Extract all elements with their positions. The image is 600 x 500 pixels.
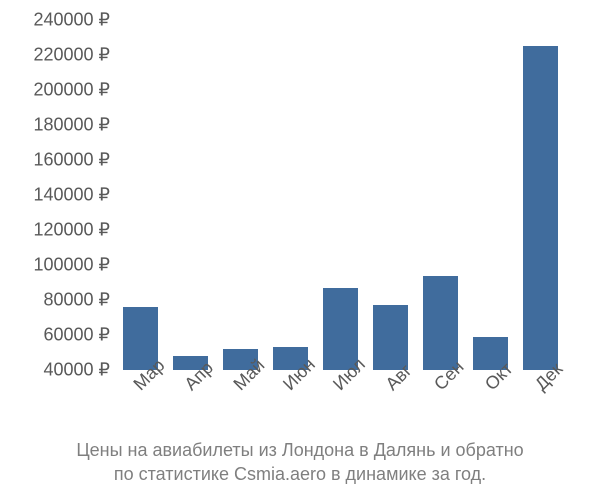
bar-slot (465, 20, 515, 370)
y-tick-label: 80000 ₽ (43, 290, 110, 311)
y-tick-label: 40000 ₽ (43, 360, 110, 381)
x-label-slot: Сен (415, 372, 465, 432)
plot-area (115, 20, 565, 370)
y-tick-label: 220000 ₽ (33, 45, 110, 66)
y-tick-label: 60000 ₽ (43, 325, 110, 346)
bar-slot (315, 20, 365, 370)
price-bar-chart: 40000 ₽ 60000 ₽ 80000 ₽ 100000 ₽ 120000 ₽ 140… (0, 0, 600, 500)
x-label-slot: Июн (265, 372, 315, 432)
caption-line-2: по статистике Csmia.aero в динамике за г… (114, 464, 486, 484)
y-tick-label: 240000 ₽ (33, 10, 110, 31)
x-label-slot: Июл (315, 372, 365, 432)
bar (423, 276, 458, 371)
bars-container (115, 20, 565, 370)
bar-slot (515, 20, 565, 370)
x-label-slot: Апр (165, 372, 215, 432)
caption-line-1: Цены на авиабилеты из Лондона в Далянь и… (76, 440, 523, 460)
y-tick-label: 200000 ₽ (33, 80, 110, 101)
x-label-slot: Мар (115, 372, 165, 432)
x-label-slot: Дек (515, 372, 565, 432)
chart-caption: Цены на авиабилеты из Лондона в Далянь и… (0, 438, 600, 487)
y-tick-label: 100000 ₽ (33, 255, 110, 276)
bar-slot (365, 20, 415, 370)
y-tick-label: 180000 ₽ (33, 115, 110, 136)
bar-slot (115, 20, 165, 370)
x-label-slot: Авг (365, 372, 415, 432)
bar (523, 46, 558, 370)
x-label-slot: Май (215, 372, 265, 432)
x-axis-labels: МарАпрМайИюнИюлАвгСенОктДек (115, 372, 565, 432)
bar-slot (265, 20, 315, 370)
x-label-slot: Окт (465, 372, 515, 432)
y-tick-label: 140000 ₽ (33, 185, 110, 206)
y-tick-label: 160000 ₽ (33, 150, 110, 171)
y-tick-label: 120000 ₽ (33, 220, 110, 241)
y-axis: 40000 ₽60000 ₽80000 ₽100000 ₽120000 ₽140… (0, 20, 110, 370)
bar-slot (215, 20, 265, 370)
bar-slot (415, 20, 465, 370)
bar-slot (165, 20, 215, 370)
